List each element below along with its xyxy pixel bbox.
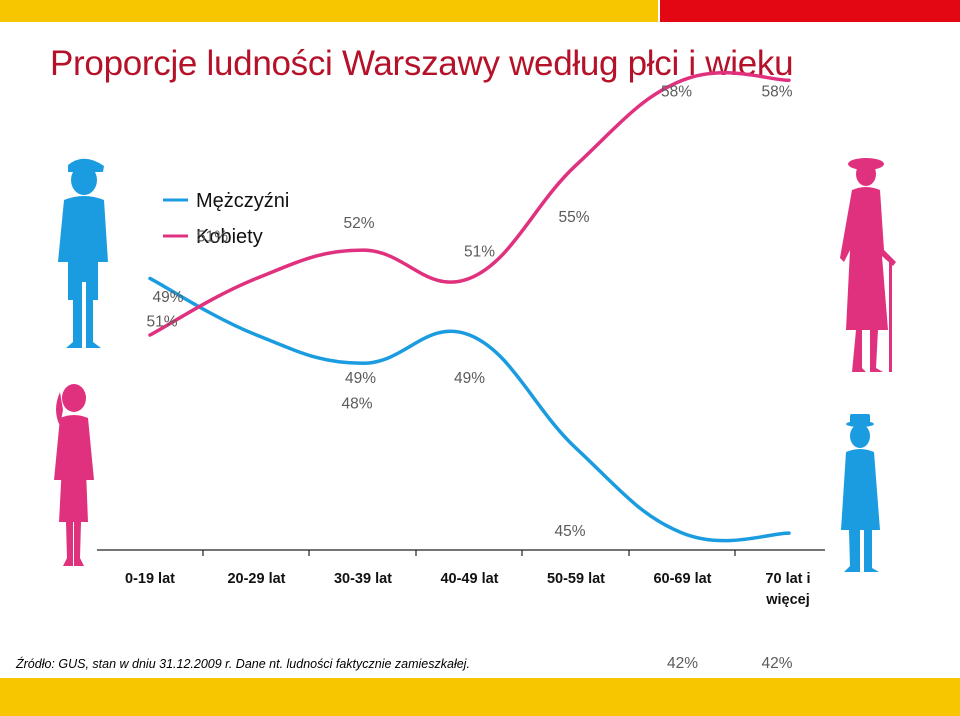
data-label-men: 45%: [554, 523, 585, 540]
old-woman-figure-icon: [840, 158, 896, 372]
data-label-men: 42%: [761, 655, 792, 672]
series-line-men: [148, 276, 791, 543]
x-tick-label: 20-29 lat: [227, 571, 285, 587]
old-man-figure-icon: [841, 414, 880, 572]
top-red-bar: [660, 0, 960, 22]
page-title: Proporcje ludności Warszawy według płci …: [50, 44, 794, 83]
x-tick-label: 0-19 lat: [125, 571, 175, 587]
x-tick-label: 30-39 lat: [334, 571, 392, 587]
legend-women-label: Kobiety: [196, 226, 263, 248]
series-line-women: [148, 71, 791, 337]
data-label-men: 51%: [146, 313, 177, 330]
data-label-men: 49%: [345, 370, 376, 387]
girl-figure-icon: [54, 384, 94, 566]
x-tick-label: 70 lat i więcej: [765, 571, 810, 608]
data-label-men: 48%: [341, 395, 372, 412]
data-label-women: 55%: [558, 209, 589, 226]
legend-men-label: Mężczyźni: [196, 190, 289, 212]
data-label-women: 51%: [197, 228, 228, 245]
data-label-women: 49%: [152, 289, 183, 306]
top-yellow-bar: [0, 0, 658, 22]
data-label-men: 42%: [667, 655, 698, 672]
data-label-men: 49%: [454, 370, 485, 387]
data-label-women: 51%: [464, 243, 495, 260]
x-tick-label: 40-49 lat: [440, 571, 498, 587]
source-note: Źródło: GUS, stan w dniu 31.12.2009 r. D…: [16, 657, 470, 671]
boy-figure-icon: [58, 158, 108, 348]
data-label-women: 58%: [661, 83, 692, 100]
bottom-yellow-bar: [0, 678, 960, 716]
data-label-women: 52%: [343, 215, 374, 232]
data-label-women: 58%: [761, 83, 792, 100]
x-tick-label: 60-69 lat: [653, 571, 711, 587]
x-tick-label: 50-59 lat: [547, 571, 605, 587]
